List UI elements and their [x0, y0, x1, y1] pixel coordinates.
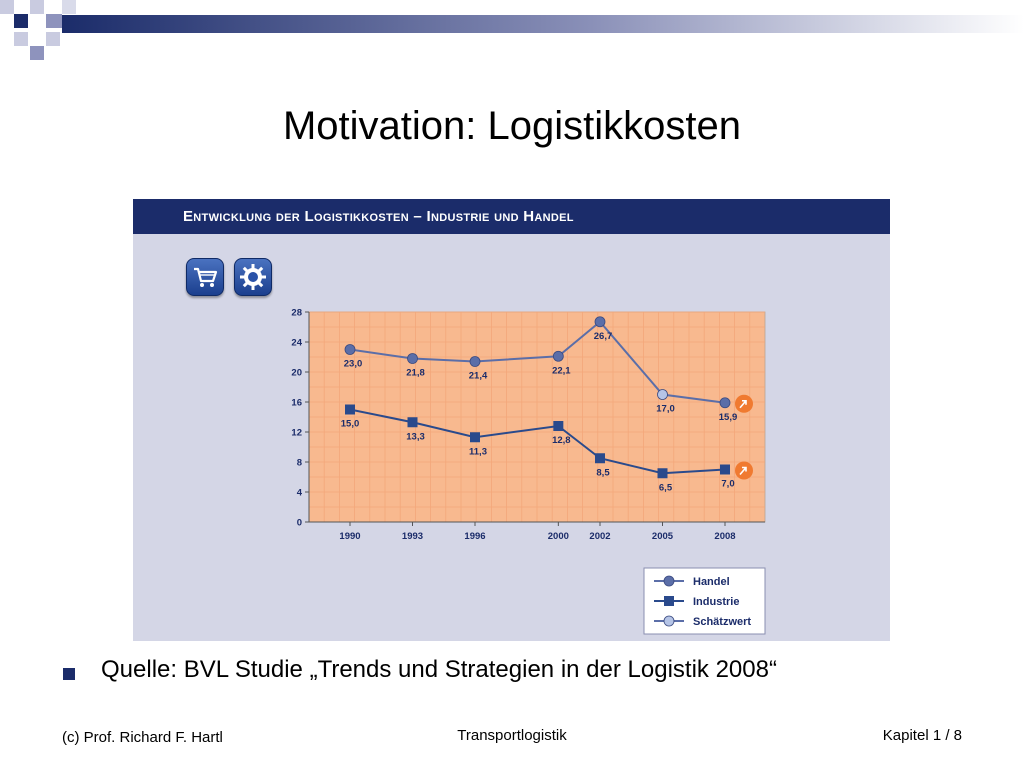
data-point-handel [552, 350, 564, 362]
x-tick-label: 2002 [589, 531, 610, 542]
data-label-handel: 17,0 [656, 404, 675, 415]
y-tick-label: 4 [297, 488, 303, 499]
footer-author: (c) Prof. Richard F. Hartl [62, 729, 223, 746]
callout-arrow-icon [739, 399, 747, 409]
y-tick-label: 24 [291, 338, 302, 349]
y-tick-label: 16 [291, 398, 302, 409]
source-text: Quelle: BVL Studie „Trends und Strategie… [101, 656, 777, 683]
data-point-industrie [720, 464, 730, 475]
data-point-industrie [553, 421, 564, 431]
data-point-industrie [470, 432, 480, 443]
data-label-industrie: 13,3 [406, 431, 425, 442]
legend-marker [664, 596, 674, 606]
data-point-industrie [407, 417, 418, 428]
x-tick-label: 2000 [548, 531, 569, 542]
y-tick-label: 8 [297, 458, 302, 469]
data-label-handel: 23,0 [344, 359, 363, 370]
data-label-industrie: 8,5 [596, 467, 610, 478]
x-tick-label: 2005 [652, 531, 674, 542]
gear-icon [234, 258, 272, 296]
x-tick-label: 1993 [402, 531, 423, 542]
data-point-industrie [595, 453, 605, 464]
data-label-industrie: 7,0 [721, 479, 734, 490]
data-label-handel: 21,8 [406, 368, 425, 379]
footer-course: Transportlogistik [457, 727, 567, 744]
legend-marker [663, 615, 675, 627]
y-tick-label: 0 [297, 518, 302, 529]
x-tick-label: 1996 [464, 531, 485, 542]
data-label-industrie: 11,3 [469, 446, 487, 457]
data-point-industrie [345, 404, 355, 415]
y-tick-label: 12 [291, 428, 302, 439]
y-tick-label: 20 [291, 368, 302, 379]
x-tick-label: 1990 [339, 531, 360, 542]
data-label-industrie: 12,8 [552, 435, 571, 446]
data-point-handel [407, 353, 418, 364]
callout-arrow-icon [739, 466, 747, 476]
data-point-handel [469, 356, 481, 367]
header-decoration [0, 0, 1024, 60]
y-tick-label: 28 [291, 308, 302, 319]
legend-marker [663, 575, 675, 587]
shopping-cart-icon [186, 258, 224, 296]
logistics-cost-chart: 0 4 8 12 16 20 24 28 1990 1993 1996 2000 2002 2005 200… [291, 308, 766, 635]
data-point-handel [594, 316, 606, 328]
x-tick-label: 2008 [714, 531, 735, 542]
data-point-handel [719, 397, 731, 409]
data-label-handel: 15,9 [719, 412, 738, 423]
footer-page: Kapitel 1 / 8 [882, 727, 962, 744]
data-label-handel: 22,1 [552, 365, 571, 376]
chart-panel-header: Entwicklung der Logistikkosten – Industr… [133, 199, 890, 234]
data-point-handel [344, 344, 356, 355]
data-point-handel [657, 389, 668, 400]
data-point-industrie [657, 468, 668, 479]
slide-title: Motivation: Logistikkosten [282, 104, 741, 148]
data-label-handel: 21,4 [469, 371, 488, 382]
bullet-marker [63, 668, 75, 680]
data-label-handel: 26,7 [594, 331, 613, 342]
legend-label: Industrie [693, 596, 739, 608]
data-label-industrie: 15,0 [341, 419, 360, 430]
data-label-industrie: 6,5 [659, 482, 673, 493]
legend-label: Schätzwert [693, 616, 751, 628]
legend-label: Handel [693, 576, 730, 588]
